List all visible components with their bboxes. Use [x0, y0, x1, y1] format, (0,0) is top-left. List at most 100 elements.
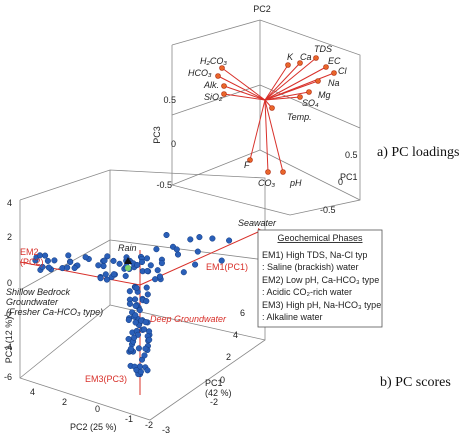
tick-label: 4 [30, 387, 35, 397]
tick-label: 4 [7, 198, 12, 208]
loading-label: EC [328, 56, 341, 66]
score-point [192, 261, 199, 268]
tick-label: -3 [162, 425, 170, 435]
score-point [71, 264, 78, 272]
score-point [134, 261, 141, 269]
score-point [101, 257, 108, 264]
score-point [144, 267, 151, 275]
score-point [45, 264, 52, 271]
score-point [174, 251, 182, 258]
axis-title: PC3 [152, 126, 162, 144]
loading-label: Cl [338, 66, 347, 76]
axis-title: PC1 (42 %) [205, 378, 232, 398]
score-point [144, 291, 151, 298]
score-point [126, 300, 133, 307]
score-point [142, 319, 149, 326]
score-point [194, 248, 201, 255]
axis-title: PC2 [253, 4, 271, 14]
loading-label: HCO₃ [188, 68, 212, 78]
score-point [146, 336, 153, 343]
axis-title: PC2 (25 %) [70, 422, 117, 432]
score-point [142, 345, 149, 352]
point-label: Deep Groundwater [150, 314, 227, 324]
caption: a) PC loadings [377, 145, 459, 160]
score-points [32, 231, 233, 378]
legend-line: : Saline (brackish) water [262, 262, 359, 272]
loading-label: Alk. [203, 80, 219, 90]
loading-point [285, 62, 291, 68]
loading-label: pH [289, 178, 302, 188]
point-label: Rain [118, 243, 137, 253]
score-point [132, 312, 139, 319]
loading-label: Mg [318, 90, 331, 100]
score-point [143, 255, 151, 262]
point-label: Shillow Bedrock Groundwater (Fresher Ca-HC… [6, 287, 103, 317]
loading-label: TDS [314, 44, 332, 54]
score-point [141, 352, 148, 359]
score-point [135, 345, 142, 352]
score-point [156, 273, 163, 280]
score-point [143, 284, 150, 291]
tick-label: -6 [4, 372, 12, 382]
score-point [138, 258, 146, 266]
score-point [133, 284, 140, 291]
legend-box [257, 229, 383, 328]
score-point [226, 237, 233, 244]
score-point [64, 264, 71, 271]
score-point [116, 260, 123, 267]
score-point [141, 326, 148, 333]
caption: b) PC scores [380, 375, 451, 390]
loading-point [315, 78, 321, 84]
loading-vector [264, 62, 301, 101]
tick-label: 2 [7, 232, 12, 242]
score-point [125, 265, 131, 271]
loading-point [247, 157, 253, 163]
tick-label: 0.5 [345, 150, 358, 160]
score-point [209, 235, 216, 242]
score-point [127, 345, 134, 352]
legend-line: EM3) High pH, Na-HCO₃ type [262, 300, 381, 310]
score-point [154, 267, 161, 274]
loading-label: Temp. [287, 112, 312, 122]
loading-point [269, 105, 275, 111]
score-point [39, 263, 46, 270]
rain-marker [124, 257, 132, 264]
tick-label: 0 [95, 404, 100, 414]
score-point [97, 275, 104, 282]
loading-label: Na [328, 78, 340, 88]
loading-vector [264, 64, 289, 101]
score-point [152, 276, 159, 283]
score-point [36, 252, 43, 259]
tick-label: 0 [171, 139, 176, 149]
score-point [51, 257, 58, 264]
loading-label: SO₄ [302, 98, 319, 108]
loading-point [297, 60, 303, 66]
loading-vector [221, 67, 266, 101]
loading-vector [264, 80, 319, 101]
tick-label: -2 [145, 420, 153, 430]
loading-vector [217, 75, 266, 101]
loading-vector [264, 91, 310, 101]
score-point [132, 302, 139, 309]
score-point [110, 271, 117, 278]
score-point [122, 272, 129, 280]
score-point [144, 367, 151, 374]
legend-line: : Alkaline water [262, 312, 323, 322]
tick-label: -0.5 [320, 205, 336, 215]
score-point [143, 298, 150, 305]
tick-label: -1 [125, 414, 133, 424]
loading-label: SiO₂ [204, 92, 223, 102]
score-point [163, 231, 170, 239]
axis-title: PC3 (12 %) [4, 317, 14, 364]
score-point [126, 288, 133, 295]
loading-vector [264, 99, 269, 173]
loading-point [219, 65, 225, 71]
score-point [180, 269, 187, 276]
em-label: EM2 (PC2) [20, 247, 44, 267]
loading-label: F [244, 160, 250, 170]
tick-label: 2 [62, 397, 67, 407]
tick-label: 0 [220, 375, 225, 385]
legend-line: EM1) High TDS, Na-Cl typ [262, 250, 367, 260]
loading-point [221, 91, 227, 97]
